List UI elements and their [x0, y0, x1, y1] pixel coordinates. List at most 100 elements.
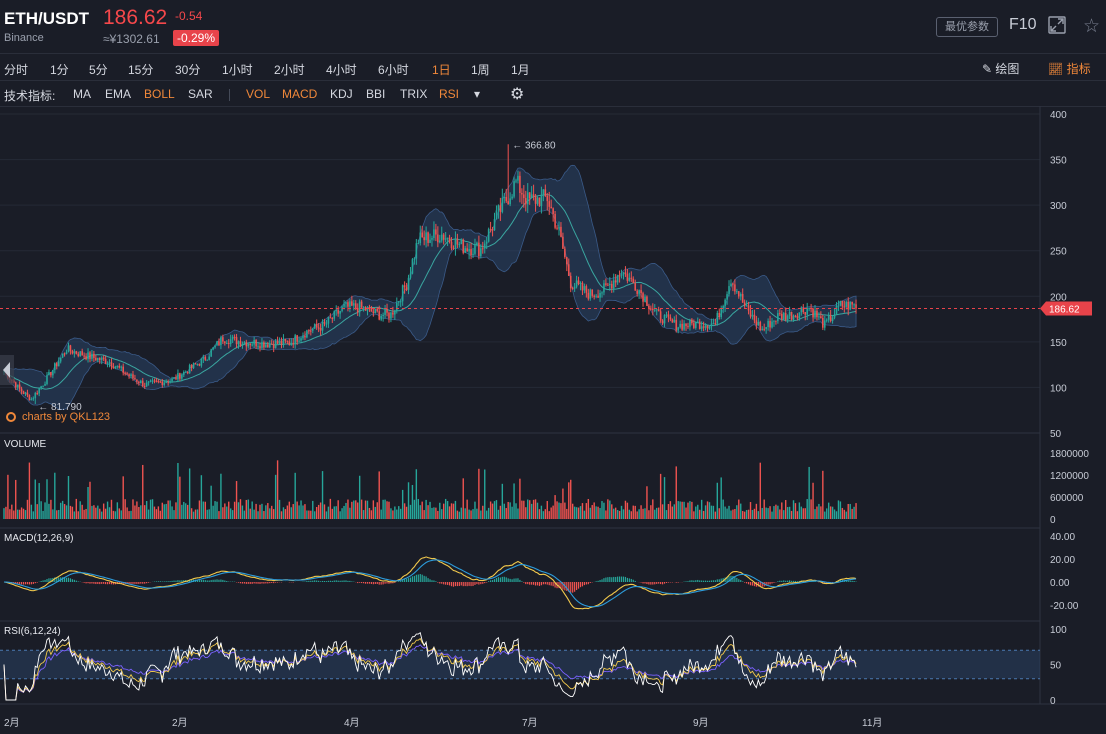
main-indicator-toggle[interactable]: EMA — [105, 87, 132, 101]
sub-indicator-toggle[interactable]: MACD — [282, 87, 318, 101]
sub-indicator-toggle[interactable]: RSI — [439, 87, 460, 101]
timeframe-tab[interactable]: 1小时 — [222, 63, 253, 77]
sub-indicator-toggle[interactable]: KDJ — [330, 87, 353, 101]
rsi-axis-label: 100 — [1050, 625, 1067, 636]
candle-body — [212, 347, 214, 350]
macd-bar — [439, 582, 441, 584]
fullscreen-icon[interactable] — [1048, 16, 1066, 34]
candle-body — [587, 292, 590, 299]
candle-body — [796, 316, 799, 319]
volume-bar — [87, 486, 89, 519]
macd-bar — [171, 580, 173, 582]
candle-body — [255, 340, 257, 347]
volume-bar — [587, 498, 590, 519]
candle-body — [210, 349, 212, 357]
price-chart[interactable]: ← 366.80 ← 81.790 186.62 400 350 300 250 200 150… — [0, 106, 1106, 734]
macd-bar — [437, 582, 439, 583]
candle-body — [802, 308, 805, 313]
candle-body — [827, 315, 830, 320]
main-indicator-toggle[interactable]: MA — [73, 87, 91, 101]
candle-body — [192, 363, 195, 368]
high-marker-label: ← 366.80 — [512, 140, 556, 151]
macd-bar — [413, 575, 415, 582]
volume-bar — [749, 502, 752, 519]
timeframe-tab[interactable]: 1月 — [511, 63, 530, 77]
candle-body — [225, 343, 228, 345]
candle-body — [591, 289, 594, 296]
last-price-tag-text: 186.62 — [1049, 304, 1080, 315]
timeframe-tab[interactable]: 30分 — [175, 63, 201, 77]
candle-body — [116, 365, 119, 367]
settings-gear-icon[interactable]: ⚙ — [510, 86, 525, 103]
candle-body — [220, 337, 222, 346]
candle-body — [691, 319, 693, 324]
candle-body — [575, 280, 578, 287]
volume-bar — [159, 510, 162, 519]
timeframe-tab[interactable]: 15分 — [128, 63, 154, 77]
candle-body — [300, 338, 302, 341]
volume-bar — [505, 508, 507, 519]
volume-bar — [435, 507, 437, 519]
candle-body — [569, 275, 572, 289]
last-price-tag — [1040, 301, 1092, 316]
timeframe-tab[interactable]: 2小时 — [274, 63, 305, 77]
candle-body — [757, 321, 760, 326]
timeframe-tab[interactable]: 6小时 — [378, 63, 409, 77]
f10-button[interactable]: F10 — [1009, 16, 1037, 33]
timeframe-tab[interactable]: 1周 — [471, 63, 490, 77]
candle-body — [659, 311, 662, 321]
volume-axis-label: 1200000 — [1050, 471, 1089, 482]
star-icon[interactable]: ☆ — [1083, 16, 1101, 37]
macd-bar — [622, 576, 625, 582]
draw-tool-button[interactable]: ✎ 绘图 — [982, 60, 1019, 77]
timeframe-tab[interactable]: 5分 — [89, 63, 108, 77]
candle-body — [104, 359, 107, 364]
candle-body — [665, 314, 668, 316]
timeframe-tab[interactable]: 4小时 — [326, 63, 357, 77]
timeframe-tab[interactable]: 分时 — [4, 63, 29, 77]
macd-bar — [175, 580, 177, 582]
main-indicator-toggle[interactable]: SAR — [188, 87, 213, 101]
timeframe-tab[interactable]: 1日 — [432, 63, 451, 77]
volume-bar — [724, 506, 726, 519]
candle-body — [18, 384, 21, 389]
macd-bar — [527, 582, 529, 585]
volume-bar — [272, 509, 275, 519]
volume-bar — [77, 511, 79, 519]
volume-bar — [243, 510, 246, 519]
candle-body — [702, 326, 705, 328]
macd-bar — [265, 582, 267, 584]
time-axis-label: 11月 — [862, 717, 882, 729]
candle-body — [837, 305, 840, 307]
macd-bar — [448, 582, 451, 586]
macd-bar — [241, 582, 244, 584]
main-indicator-toggle[interactable]: BOLL — [144, 87, 175, 101]
price-axis-label: 100 — [1050, 383, 1067, 394]
macd-bar — [726, 576, 728, 582]
macd-bar — [167, 581, 169, 582]
macd-bar — [538, 582, 541, 586]
volume-bar — [386, 501, 388, 519]
volume-bar — [742, 511, 744, 519]
candle-body — [769, 320, 771, 328]
more-indicators-dropdown-icon[interactable]: ▾ — [474, 87, 481, 101]
macd-bar — [716, 579, 718, 582]
volume-bar — [786, 507, 789, 519]
timeframe-tab[interactable]: 1分 — [50, 63, 69, 77]
sub-indicator-toggle[interactable]: BBI — [366, 87, 386, 101]
macd-bar — [425, 576, 427, 582]
macd-bar — [87, 582, 89, 584]
macd-bar — [312, 580, 314, 582]
candle-body — [139, 380, 142, 384]
macd-bar — [257, 582, 259, 584]
volume-bar — [122, 476, 124, 519]
candle-body — [526, 192, 529, 205]
optimal-params-button[interactable]: 最优参数 — [936, 17, 998, 37]
sub-indicator-toggle[interactable]: TRIX — [400, 87, 428, 101]
indicators-button[interactable]: 📈︎ 指标 — [1048, 60, 1091, 77]
scroll-left-icon[interactable] — [0, 355, 14, 385]
volume-bar — [845, 511, 847, 519]
sub-indicator-toggle[interactable]: VOL — [246, 87, 271, 101]
volume-bar — [538, 509, 541, 519]
volume-bar — [378, 471, 380, 519]
